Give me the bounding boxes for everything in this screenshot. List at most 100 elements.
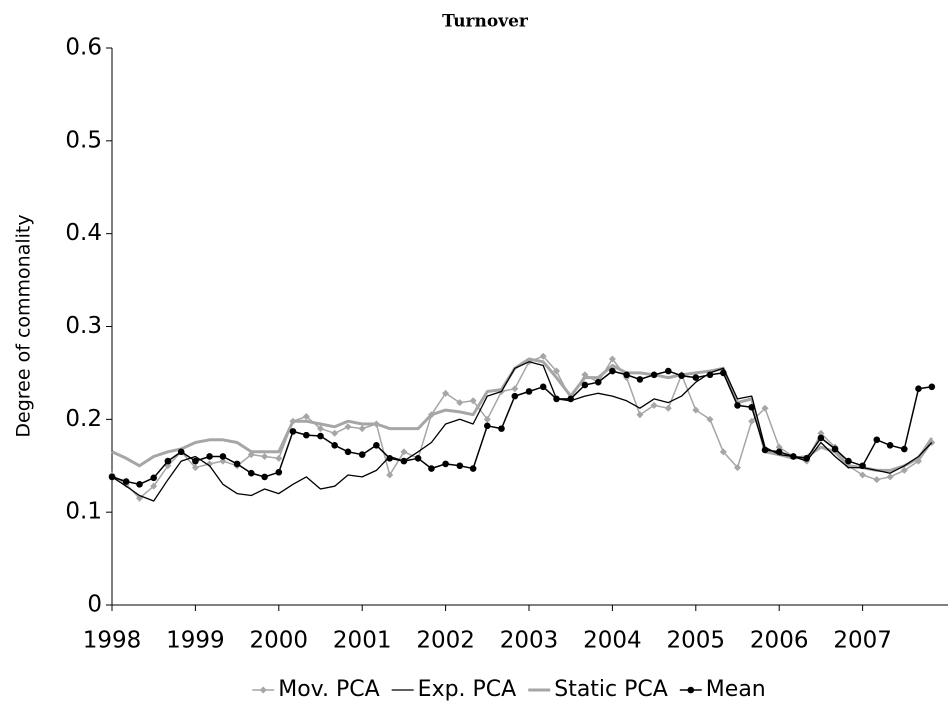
- marker: [692, 406, 700, 414]
- marker: [247, 469, 255, 477]
- marker: [859, 462, 866, 470]
- marker: [456, 399, 464, 407]
- marker: [664, 404, 672, 412]
- marker: [706, 371, 714, 379]
- marker: [761, 404, 769, 412]
- legend-label: Mean: [706, 677, 766, 702]
- marker: [164, 457, 172, 465]
- marker: [219, 453, 227, 460]
- x-tick-label: 2006: [750, 628, 809, 654]
- marker: [219, 457, 227, 465]
- legend-item: Static PCA: [528, 677, 668, 702]
- marker: [400, 448, 408, 456]
- marker: [720, 369, 727, 377]
- marker: [761, 446, 769, 454]
- marker: [886, 473, 894, 481]
- marker: [511, 392, 519, 400]
- y-tick-label: 0.4: [65, 220, 102, 246]
- y-tick-label: 0: [87, 592, 102, 618]
- marker: [122, 478, 130, 485]
- marker: [386, 455, 394, 462]
- marker: [317, 432, 324, 440]
- marker: [136, 481, 143, 488]
- marker: [719, 448, 727, 456]
- marker: [373, 442, 380, 449]
- marker: [831, 445, 839, 453]
- marker: [289, 417, 297, 425]
- marker: [594, 378, 602, 386]
- marker: [567, 395, 574, 403]
- marker: [108, 473, 116, 481]
- marker: [553, 395, 560, 403]
- marker: [427, 411, 435, 419]
- marker: [344, 448, 352, 456]
- marker: [915, 385, 922, 392]
- marker: [259, 686, 267, 694]
- series-line: [111, 361, 933, 502]
- legend-label: Exp. PCA: [418, 677, 517, 702]
- marker: [469, 397, 477, 405]
- legend-item: Mov. PCA: [252, 677, 380, 702]
- marker: [400, 457, 408, 465]
- marker: [775, 443, 783, 451]
- marker: [261, 452, 269, 460]
- marker: [386, 471, 394, 479]
- marker: [275, 468, 283, 476]
- marker: [317, 425, 324, 433]
- marker: [803, 455, 811, 462]
- marker: [150, 474, 157, 482]
- marker: [609, 367, 616, 375]
- y-tick-label: 0.2: [65, 406, 102, 432]
- x-tick-label: 2003: [500, 628, 559, 654]
- marker: [748, 403, 755, 411]
- marker: [553, 367, 561, 375]
- y-axis-label: Degree of commonality: [13, 214, 35, 437]
- marker: [928, 383, 936, 391]
- legend-label: Static PCA: [554, 677, 668, 702]
- x-tick-label: 2000: [250, 628, 309, 654]
- marker: [734, 402, 741, 409]
- marker: [511, 385, 519, 393]
- legend: Mov. PCA Exp. PCA Static PCA Mean: [252, 677, 766, 702]
- marker: [734, 464, 741, 472]
- x-tick-label: 2005: [667, 628, 726, 654]
- marker: [539, 383, 547, 391]
- marker: [687, 686, 695, 694]
- x-tick-label: 1998: [83, 628, 142, 654]
- x-tick-label: 1999: [166, 628, 225, 654]
- y-tick-label: 0.1: [65, 499, 102, 525]
- marker: [845, 457, 852, 465]
- marker: [261, 473, 268, 481]
- marker: [790, 453, 797, 460]
- marker: [900, 466, 908, 474]
- x-tick-label: 2007: [833, 628, 892, 654]
- marker: [498, 425, 505, 432]
- marker: [636, 411, 644, 419]
- marker: [358, 451, 366, 458]
- marker: [456, 462, 464, 470]
- marker: [692, 374, 700, 381]
- marker: [206, 460, 214, 468]
- marker: [275, 454, 283, 462]
- marker: [748, 417, 756, 425]
- marker: [289, 428, 297, 435]
- marker: [233, 460, 241, 468]
- marker: [581, 371, 589, 379]
- chart-title: Turnover: [442, 12, 529, 32]
- marker: [650, 401, 658, 409]
- marker: [372, 420, 380, 428]
- marker: [483, 415, 491, 423]
- series-line: [111, 355, 933, 499]
- y-tick-label: 0.5: [65, 127, 102, 153]
- legend-item: Mean: [679, 677, 766, 702]
- marker: [636, 376, 644, 383]
- marker: [901, 445, 908, 453]
- series-line: [111, 370, 932, 486]
- marker: [344, 423, 352, 431]
- marker: [302, 413, 310, 421]
- marker: [247, 451, 255, 459]
- marker: [428, 465, 435, 472]
- x-tick-label: 2004: [583, 628, 642, 654]
- marker: [150, 482, 158, 490]
